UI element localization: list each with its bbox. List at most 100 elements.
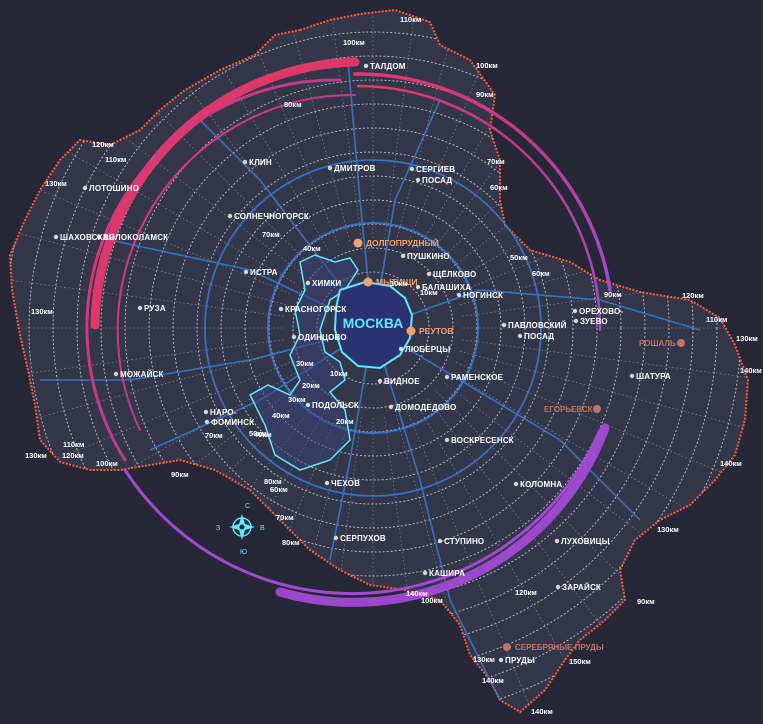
city-marker [324,480,330,486]
distance-label: 30км [296,359,314,368]
city-marker [422,570,428,576]
radial-guide [417,405,589,701]
distance-label: 100км [343,38,365,47]
city-label: ПАВЛОВСКИЙ [508,321,567,330]
radial-guide [462,271,748,317]
radial-guide [444,65,715,274]
radial-guide [427,10,636,257]
city-label: ВОЛОКОЛАМСК [103,233,168,242]
city-label: ВИДНОЕ [384,377,420,386]
city-marker [305,280,311,286]
radial-guide [316,417,362,712]
radial-guide [459,216,748,305]
distance-ring [292,247,454,409]
distance-label: 110км [400,15,422,24]
distance-label: 60км [270,485,288,494]
distance-label: 110км [105,155,127,164]
city-label: СТУПИНО [444,537,484,546]
city-marker [437,538,443,544]
city-marker [444,374,450,380]
center-label: МОСКВА [343,315,404,331]
distance-label: 140км [482,676,504,685]
radial-guide [407,10,538,245]
distance-label: 140км [531,707,553,716]
city-marker [456,292,462,298]
radial-guide [31,382,302,591]
compass-north: С [245,503,250,510]
radial-guide [459,351,748,440]
radial-guide [396,10,485,242]
distance-ring [124,79,622,577]
city-marker [278,306,284,312]
distance-label: 40км [254,430,272,439]
city-label: ЩЁЛКОВО [433,270,476,279]
distance-label: 120км [62,451,84,460]
city-label: СОЛНЕЧНОГОРСК [234,212,309,221]
city-roshal: РОШАЛЬ [639,339,676,348]
city-label: ДМИТРОВ [334,164,376,173]
city-marker [513,481,519,487]
city-label: ПОСАД [422,176,452,185]
city-marker [242,159,248,165]
city-label: СЕРГИЕВ [416,165,455,174]
distance-label: 20км [302,381,320,390]
city-mytishchi: МЫТИЩИ [376,277,417,287]
distance-label: 10км [330,369,348,378]
radial-guide [10,271,284,317]
city-marker [291,334,297,340]
distance-ring [148,103,598,553]
distance-label: 80км [264,477,282,486]
distance-label: 110км [63,440,85,449]
radial-guide [10,216,287,305]
distance-label: 20км [336,417,354,426]
remote-cities: РОШАЛЬ ЕГОРЬЕВСК СЕРЕБРЯНЫЕ ПРУДЫ [503,339,685,652]
city-label: ФОМИНСК [211,418,254,427]
city-label: БАЛАШИХА [422,283,471,292]
compass-east: В [260,525,265,532]
city-marker [305,402,311,408]
city-label: ЗУЕВО [580,317,608,326]
distance-ring [100,55,646,601]
distance-label: 40км [272,411,290,420]
distance-label: 70км [276,513,294,522]
city-label: ЗАРАЙСК [562,583,601,592]
city-marker [573,318,579,324]
distance-labels: 110км 100км 100км 90км 80км 120км 130км 110км 70… [25,15,762,716]
distance-label: 50км [249,429,267,438]
radial-guide [456,163,748,294]
distance-label: 90км [604,290,622,299]
city-label: ПОСАД [524,332,554,341]
city-label: ЛЮБЕРЦЫ [405,345,450,354]
distance-label: 70км [487,157,505,166]
radial-guide [316,10,362,239]
distance-label: 130км [25,451,47,460]
city-marker [243,269,249,275]
radial-guide [261,414,350,712]
city-marker [113,371,119,377]
distance-label: 140км [406,589,428,598]
compass-south: Ю [240,549,247,556]
city-egorievsk: ЕГОРЬЕВСК [544,405,593,414]
city-label: ХИМКИ [312,279,341,288]
highlighted-cities: ДОЛГОПРУДНЫЙ МЫТИЩИ РЕУТОВ [353,237,453,336]
city-marker [517,333,523,339]
city-serebryanye-prudy: СЕРЕБРЯНЫЕ ПРУДЫ [515,643,604,652]
accent-arcs [85,57,612,607]
city-label: КЛИН [249,158,272,167]
distance-ring [316,271,430,385]
city-label: ТАЛДОМ [370,62,406,71]
distance-label: 70км [205,431,223,440]
city-marker [227,213,233,219]
distance-ring [244,199,502,457]
city-marker [409,166,415,172]
distance-label: 120км [92,140,114,149]
radial-guide [31,65,302,274]
city-label: МОЖАЙСК [120,370,164,379]
radial-guide [407,411,538,712]
city-label: ПОДОЛЬСК [312,401,359,410]
city-reutov: РЕУТОВ [419,326,453,336]
city-marker [629,373,635,379]
city-label: КОЛОМНА [520,480,562,489]
